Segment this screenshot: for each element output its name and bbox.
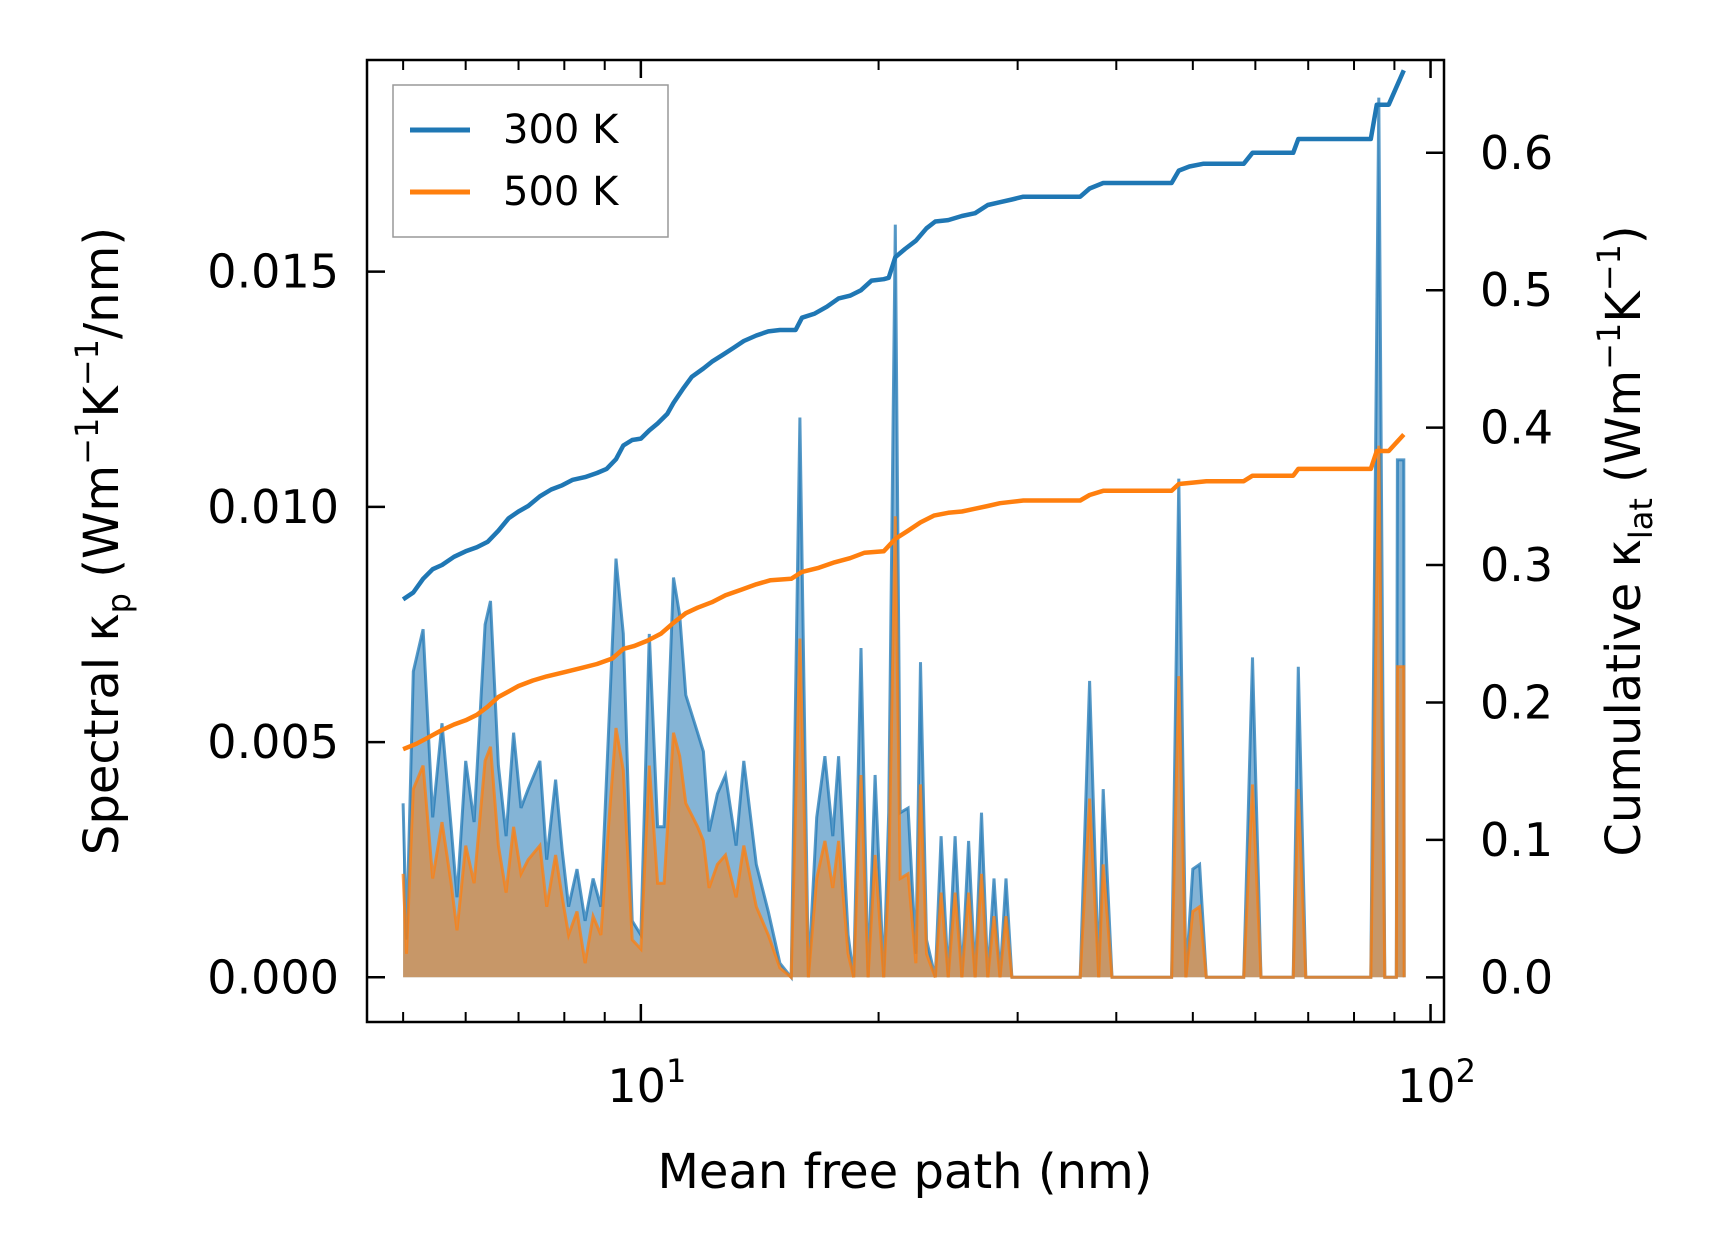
left-tick-label: 0.015: [207, 245, 339, 299]
right-tick-label: 0.0: [1480, 950, 1553, 1004]
x-tick-label: 102: [1397, 1052, 1476, 1113]
x-tick-label: 101: [607, 1052, 686, 1113]
left-tick-label: 0.005: [207, 715, 339, 769]
legend-box: [392, 84, 669, 238]
right-tick-label: 0.4: [1480, 401, 1553, 455]
right-tick-label: 0.5: [1480, 263, 1553, 317]
legend: 300 K 500 K: [392, 84, 669, 238]
x-axis-label: Mean free path (nm): [658, 1144, 1153, 1200]
cumulative-line-300k: [401, 69, 1406, 602]
left-tick-label: 0.000: [207, 950, 339, 1004]
legend-label-500k: 500 K: [503, 169, 620, 215]
plot-frame: [365, 58, 1446, 1024]
legend-label-300k: 300 K: [503, 107, 620, 153]
right-tick-label: 0.3: [1480, 538, 1553, 592]
right-y-axis-label: Cumulative κlat (Wm−1K−1): [1590, 225, 1660, 856]
axis-ticks: 0.000 0.005 0.010 0.015 0.0 0.1 0.2 0.3 0.4 0.5 0.…: [207, 60, 1553, 1113]
right-tick-label: 0.1: [1480, 813, 1553, 867]
spectral-fill-areas: [401, 97, 1406, 982]
left-tick-label: 0.010: [207, 480, 339, 534]
spectral-line-300k: [401, 97, 1406, 982]
data-lines: [401, 69, 1406, 752]
cumulative-line-500k: [402, 432, 1406, 752]
right-tick-label: 0.6: [1480, 126, 1553, 180]
left-y-axis-label: Spectral κp (Wm−1K−1/nm): [68, 227, 138, 855]
right-tick-label: 0.2: [1480, 675, 1553, 729]
spectral-line-500k: [401, 445, 1406, 981]
